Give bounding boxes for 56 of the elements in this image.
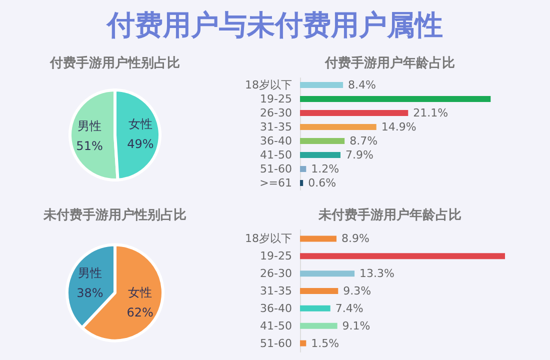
data-label: 8.7% — [350, 134, 378, 148]
data-label: 51% — [76, 138, 103, 153]
bar — [300, 340, 306, 346]
bar — [300, 322, 338, 329]
y-tick-label: 51-60 — [260, 336, 292, 350]
slice-label: 男性 — [78, 266, 102, 280]
text: 付费用户与未付费用户属性 — [105, 8, 443, 42]
data-label: 8.9% — [341, 232, 370, 246]
slice-label: 女性 — [128, 286, 152, 300]
data-label: 14.9% — [381, 120, 416, 134]
data-label: 9.1% — [342, 319, 370, 332]
bar — [300, 138, 345, 144]
bar — [300, 253, 505, 260]
bar — [300, 152, 340, 158]
bar — [300, 110, 408, 116]
y-tick-label: 26-30 — [260, 267, 292, 280]
bar — [300, 124, 376, 130]
bar — [300, 82, 344, 88]
bar — [300, 270, 355, 277]
slice-label: 男性 — [78, 118, 102, 133]
y-tick-label: >=61 — [260, 176, 292, 190]
data-label: 49% — [127, 137, 154, 152]
slice-label: 女性 — [128, 117, 152, 132]
y-tick-label: 31-35 — [260, 284, 292, 298]
y-tick-label: 26-30 — [260, 106, 292, 120]
data-label: 8.4% — [348, 78, 376, 92]
y-tick-label: 41-50 — [260, 148, 292, 162]
data-label: 7.9% — [345, 148, 374, 162]
data-label: 1.5% — [311, 336, 340, 350]
chart-title: 未付费手游用户性别占比 — [42, 207, 186, 223]
y-tick-label: 51-60 — [260, 162, 292, 176]
data-label: 1.2% — [311, 162, 340, 176]
chart-title: 付费手游用户性别占比 — [49, 55, 180, 71]
chart-title: 付费手游用户年龄占比 — [324, 55, 455, 71]
data-label: 7.4% — [335, 302, 364, 315]
data-label: 21.1% — [413, 106, 448, 120]
data-label: 0.6% — [308, 176, 336, 190]
y-tick-label: 19-25 — [260, 250, 292, 263]
data-label: 13.3% — [360, 267, 394, 280]
chart-title: 未付费手游用户年龄占比 — [318, 207, 462, 223]
bar — [300, 180, 304, 186]
y-tick-label: 36-40 — [260, 302, 292, 315]
y-tick-label: 18岁以下 — [245, 78, 292, 92]
y-tick-label: 41-50 — [260, 319, 292, 332]
data-label: 38% — [76, 286, 104, 300]
y-tick-label: 19-25 — [260, 92, 292, 106]
bar — [300, 96, 491, 102]
bar — [300, 166, 306, 172]
bar — [300, 236, 336, 242]
y-tick-label: 18岁以下 — [245, 232, 292, 246]
y-tick-label: 31-35 — [260, 120, 292, 134]
data-label: 62% — [126, 306, 154, 320]
y-tick-label: 36-40 — [260, 134, 292, 148]
bar — [300, 288, 338, 294]
bar — [300, 305, 330, 312]
data-label: 9.3% — [343, 284, 372, 298]
